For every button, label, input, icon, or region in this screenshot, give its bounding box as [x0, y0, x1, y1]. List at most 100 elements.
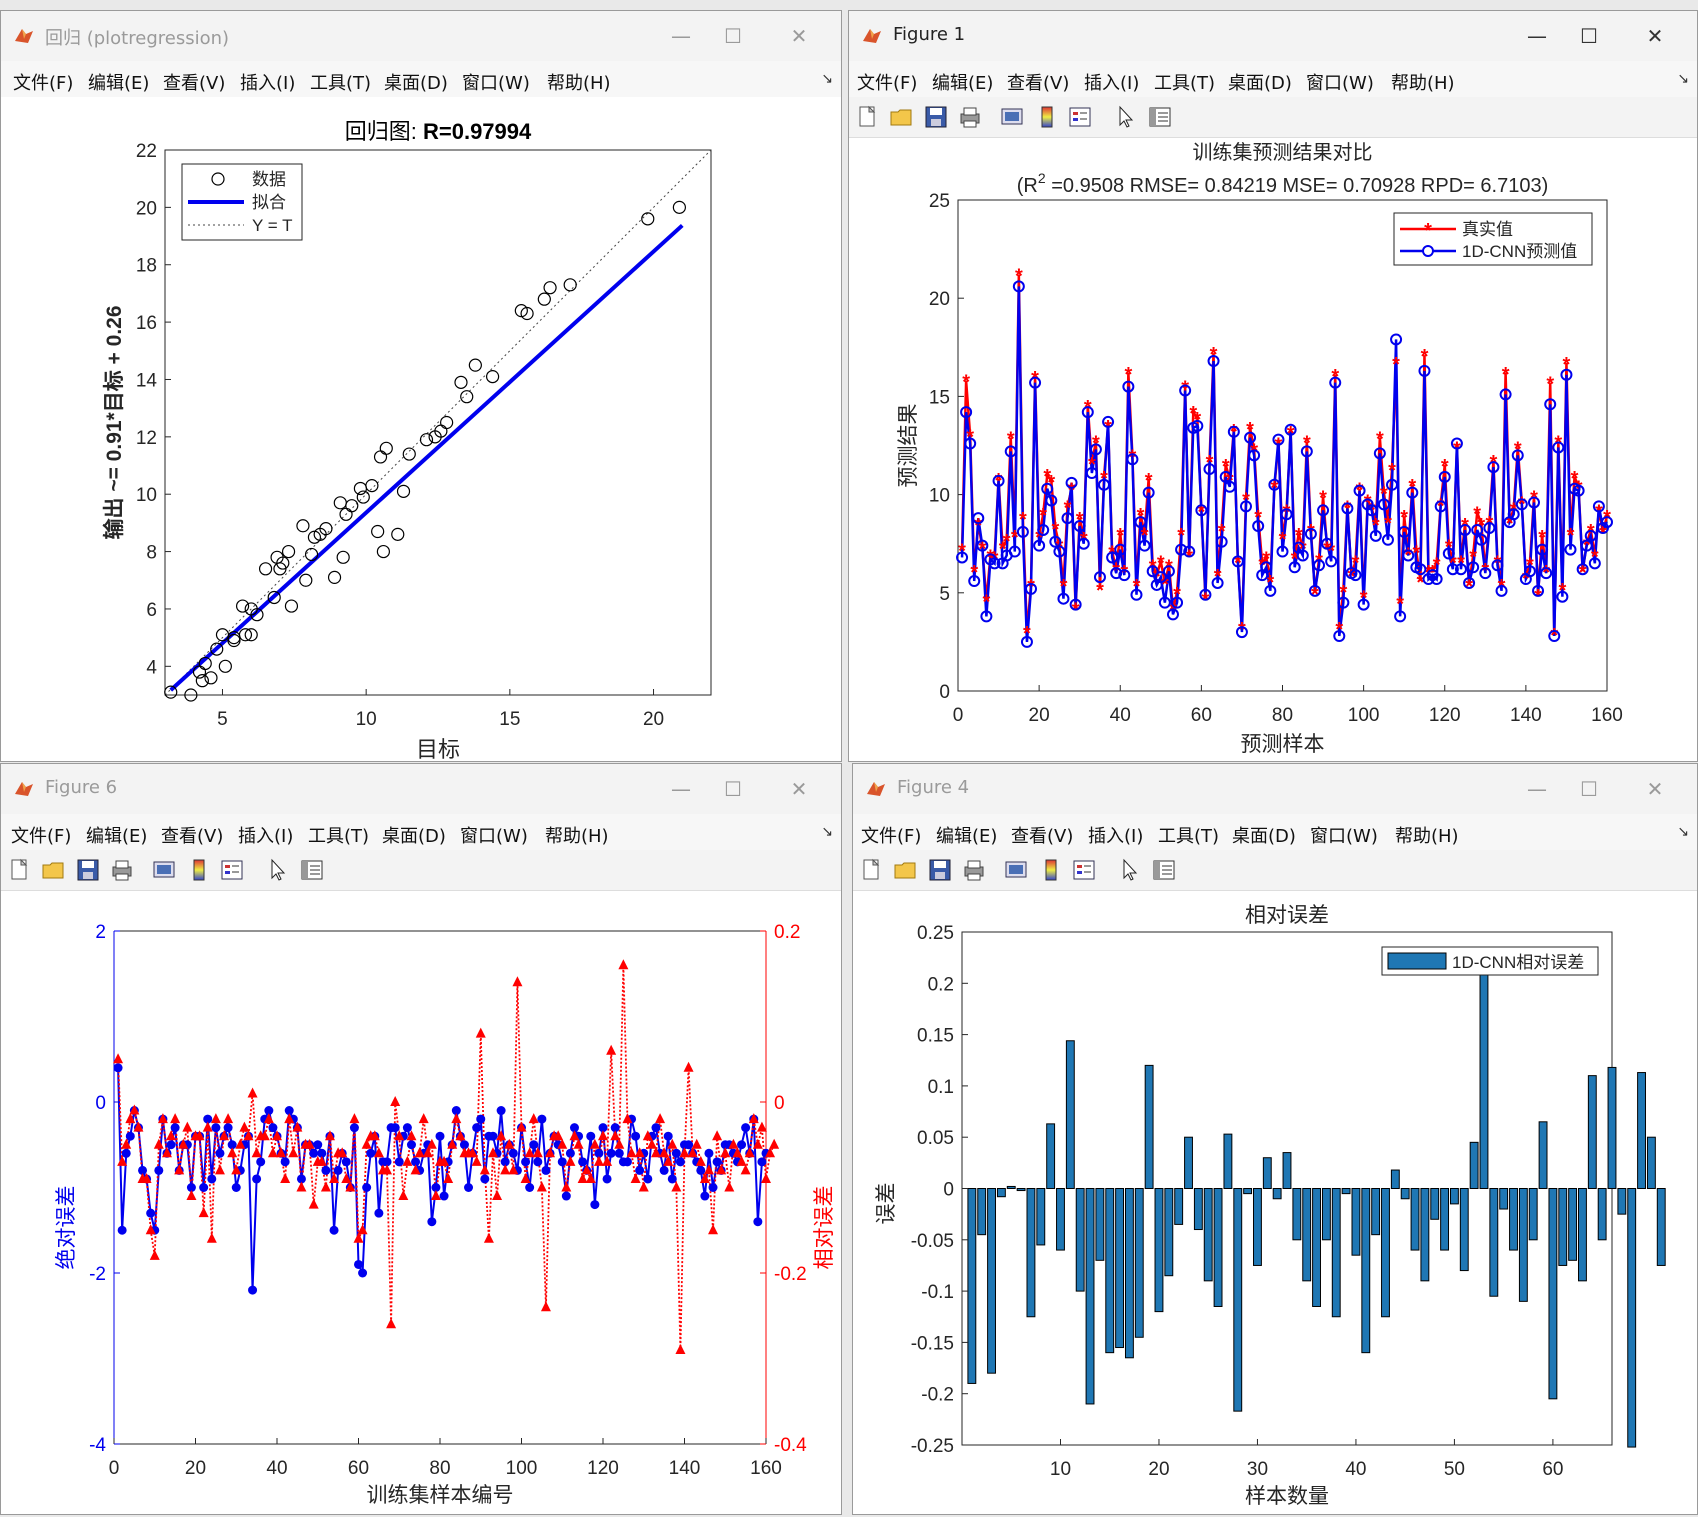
- relative-error-point: [182, 1121, 193, 1132]
- minimize-button[interactable]: —: [1527, 777, 1547, 801]
- y-tick-label: 15: [929, 387, 950, 408]
- menu-help[interactable]: 帮助(H): [547, 73, 611, 94]
- relative-error-point: [500, 1164, 511, 1175]
- minimize-button[interactable]: —: [1527, 24, 1547, 48]
- menu-edit[interactable]: 编辑(E): [88, 73, 150, 94]
- menu-view[interactable]: 查看(V): [1011, 826, 1074, 847]
- open-folder-icon[interactable]: [889, 104, 915, 130]
- menu-view[interactable]: 查看(V): [1007, 73, 1070, 94]
- property-editor-icon[interactable]: [1147, 104, 1173, 130]
- actual-point: *: [1088, 454, 1096, 476]
- menu-insert[interactable]: 插入(I): [1084, 73, 1140, 94]
- actual-point: *: [987, 546, 995, 568]
- legend-icon[interactable]: [219, 857, 245, 883]
- menu-tools[interactable]: 工具(T): [308, 826, 370, 847]
- menu-view[interactable]: 查看(V): [163, 73, 226, 94]
- colorbar-icon[interactable]: [186, 857, 212, 883]
- menu-insert[interactable]: 插入(I): [240, 73, 296, 94]
- x-tick-label: 100: [1348, 705, 1380, 726]
- print-icon[interactable]: [109, 857, 135, 883]
- close-button[interactable]: ✕: [790, 777, 808, 801]
- menu-desktop[interactable]: 桌面(D): [384, 73, 448, 94]
- minimize-button[interactable]: —: [671, 777, 691, 801]
- close-button[interactable]: ✕: [1646, 777, 1664, 801]
- x-tick-label: 10: [1050, 1459, 1071, 1480]
- figure6-title-bar[interactable]: Figure 6 — ☐ ✕: [1, 764, 841, 814]
- colorbar-icon[interactable]: [1038, 857, 1064, 883]
- figure4-title-bar[interactable]: Figure 4 — ☐ ✕: [853, 764, 1697, 814]
- menu-tools[interactable]: 工具(T): [1154, 73, 1216, 94]
- menu-file[interactable]: 文件(F): [861, 826, 922, 847]
- menu-insert[interactable]: 插入(I): [238, 826, 294, 847]
- absolute-error-point: [459, 1140, 469, 1150]
- predicted-point: [1321, 537, 1334, 550]
- menu-overflow-icon[interactable]: ↘: [1677, 71, 1689, 87]
- minimize-button[interactable]: —: [671, 24, 691, 48]
- maximize-button[interactable]: ☐: [1580, 24, 1598, 48]
- menu-help[interactable]: 帮助(H): [1391, 73, 1455, 94]
- new-file-icon[interactable]: [7, 857, 33, 883]
- menu-overflow-icon[interactable]: ↘: [1677, 824, 1689, 840]
- pointer-icon[interactable]: [1117, 857, 1143, 883]
- menu-overflow-icon[interactable]: ↘: [821, 824, 833, 840]
- save-icon[interactable]: [927, 857, 953, 883]
- maximize-button[interactable]: ☐: [724, 24, 742, 48]
- link-plot-icon[interactable]: [1003, 857, 1029, 883]
- pointer-icon[interactable]: [1113, 104, 1139, 130]
- menu-overflow-icon[interactable]: ↘: [821, 71, 833, 87]
- link-plot-icon[interactable]: [151, 857, 177, 883]
- menu-tools[interactable]: 工具(T): [310, 73, 372, 94]
- y-tick-label: 10: [929, 486, 950, 507]
- absolute-error-point: [248, 1285, 258, 1295]
- colorbar-icon[interactable]: [1034, 104, 1060, 130]
- menu-window[interactable]: 窗口(W): [1306, 73, 1374, 94]
- absolute-error-point: [321, 1165, 331, 1175]
- menu-file[interactable]: 文件(F): [11, 826, 72, 847]
- absolute-error-point: [113, 1063, 123, 1073]
- maximize-button[interactable]: ☐: [1580, 777, 1598, 801]
- pointer-icon[interactable]: [265, 857, 291, 883]
- property-editor-icon[interactable]: [1151, 857, 1177, 883]
- property-editor-icon[interactable]: [299, 857, 325, 883]
- menu-window[interactable]: 窗口(W): [462, 73, 530, 94]
- regression-title-bar[interactable]: 回归 (plotregression) — ☐ ✕: [1, 11, 841, 61]
- x-tick-label: 50: [1444, 1459, 1465, 1480]
- menu-desktop[interactable]: 桌面(D): [382, 826, 446, 847]
- save-icon[interactable]: [923, 104, 949, 130]
- figure1-title-bar[interactable]: Figure 1 — ☐ ✕: [849, 11, 1697, 61]
- menu-edit[interactable]: 编辑(E): [86, 826, 148, 847]
- predicted-point: [1081, 406, 1094, 419]
- menu-help[interactable]: 帮助(H): [545, 826, 609, 847]
- relative-error-point: [329, 1172, 340, 1183]
- print-icon[interactable]: [961, 857, 987, 883]
- menu-insert[interactable]: 插入(I): [1088, 826, 1144, 847]
- link-plot-icon[interactable]: [999, 104, 1025, 130]
- menu-edit[interactable]: 编辑(E): [932, 73, 994, 94]
- new-file-icon[interactable]: [855, 104, 881, 130]
- print-icon[interactable]: [957, 104, 983, 130]
- open-folder-icon[interactable]: [893, 857, 919, 883]
- legend-icon[interactable]: [1071, 857, 1097, 883]
- menu-file[interactable]: 文件(F): [13, 73, 74, 94]
- relative-error-point: [744, 1147, 755, 1158]
- menu-desktop[interactable]: 桌面(D): [1232, 826, 1296, 847]
- menu-tools[interactable]: 工具(T): [1158, 826, 1220, 847]
- relative-error-point: [414, 1147, 425, 1158]
- menu-desktop[interactable]: 桌面(D): [1228, 73, 1292, 94]
- menu-view[interactable]: 查看(V): [161, 826, 224, 847]
- menu-file[interactable]: 文件(F): [857, 73, 918, 94]
- maximize-button[interactable]: ☐: [724, 777, 742, 801]
- legend-icon[interactable]: [1067, 104, 1093, 130]
- menu-help[interactable]: 帮助(H): [1395, 826, 1459, 847]
- new-file-icon[interactable]: [859, 857, 885, 883]
- close-button[interactable]: ✕: [1646, 24, 1664, 48]
- close-button[interactable]: ✕: [790, 24, 808, 48]
- data-point: [227, 633, 241, 648]
- save-icon[interactable]: [75, 857, 101, 883]
- menu-window[interactable]: 窗口(W): [1310, 826, 1378, 847]
- actual-point: *: [1303, 433, 1311, 455]
- menu-window[interactable]: 窗口(W): [460, 826, 528, 847]
- menu-edit[interactable]: 编辑(E): [936, 826, 998, 847]
- open-folder-icon[interactable]: [41, 857, 67, 883]
- absolute-error-point: [533, 1157, 543, 1167]
